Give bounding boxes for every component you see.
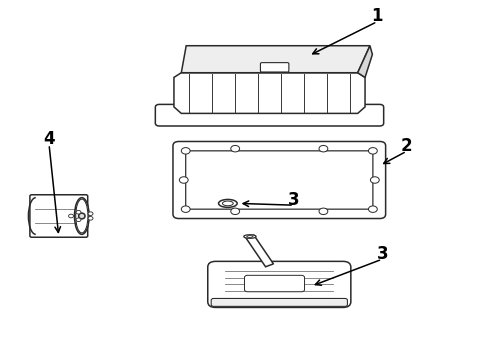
- FancyBboxPatch shape: [208, 261, 351, 307]
- Circle shape: [231, 208, 240, 215]
- Circle shape: [88, 212, 93, 216]
- FancyBboxPatch shape: [186, 151, 373, 209]
- Circle shape: [76, 211, 81, 214]
- Ellipse shape: [247, 235, 253, 238]
- Circle shape: [76, 218, 81, 221]
- FancyBboxPatch shape: [173, 141, 386, 219]
- FancyBboxPatch shape: [155, 104, 384, 126]
- Polygon shape: [174, 73, 365, 113]
- Text: 4: 4: [43, 130, 55, 148]
- Text: 1: 1: [371, 7, 383, 25]
- Text: 3: 3: [288, 191, 300, 209]
- FancyBboxPatch shape: [30, 195, 88, 237]
- Polygon shape: [181, 46, 370, 73]
- Ellipse shape: [78, 213, 85, 219]
- Ellipse shape: [219, 199, 237, 207]
- Circle shape: [69, 214, 74, 218]
- Circle shape: [370, 177, 379, 183]
- Circle shape: [181, 148, 190, 154]
- Ellipse shape: [74, 198, 89, 234]
- Circle shape: [368, 148, 377, 154]
- Ellipse shape: [244, 235, 256, 238]
- Polygon shape: [246, 235, 273, 267]
- Circle shape: [88, 216, 93, 220]
- Ellipse shape: [222, 201, 233, 206]
- FancyBboxPatch shape: [261, 63, 289, 72]
- Ellipse shape: [75, 199, 88, 233]
- Text: 2: 2: [401, 137, 413, 155]
- Circle shape: [319, 145, 328, 152]
- FancyBboxPatch shape: [245, 275, 304, 292]
- Text: 3: 3: [376, 245, 388, 263]
- Circle shape: [181, 206, 190, 212]
- Circle shape: [368, 206, 377, 212]
- Circle shape: [319, 208, 328, 215]
- Circle shape: [179, 177, 188, 183]
- Circle shape: [231, 145, 240, 152]
- Polygon shape: [358, 46, 372, 77]
- FancyBboxPatch shape: [211, 298, 347, 306]
